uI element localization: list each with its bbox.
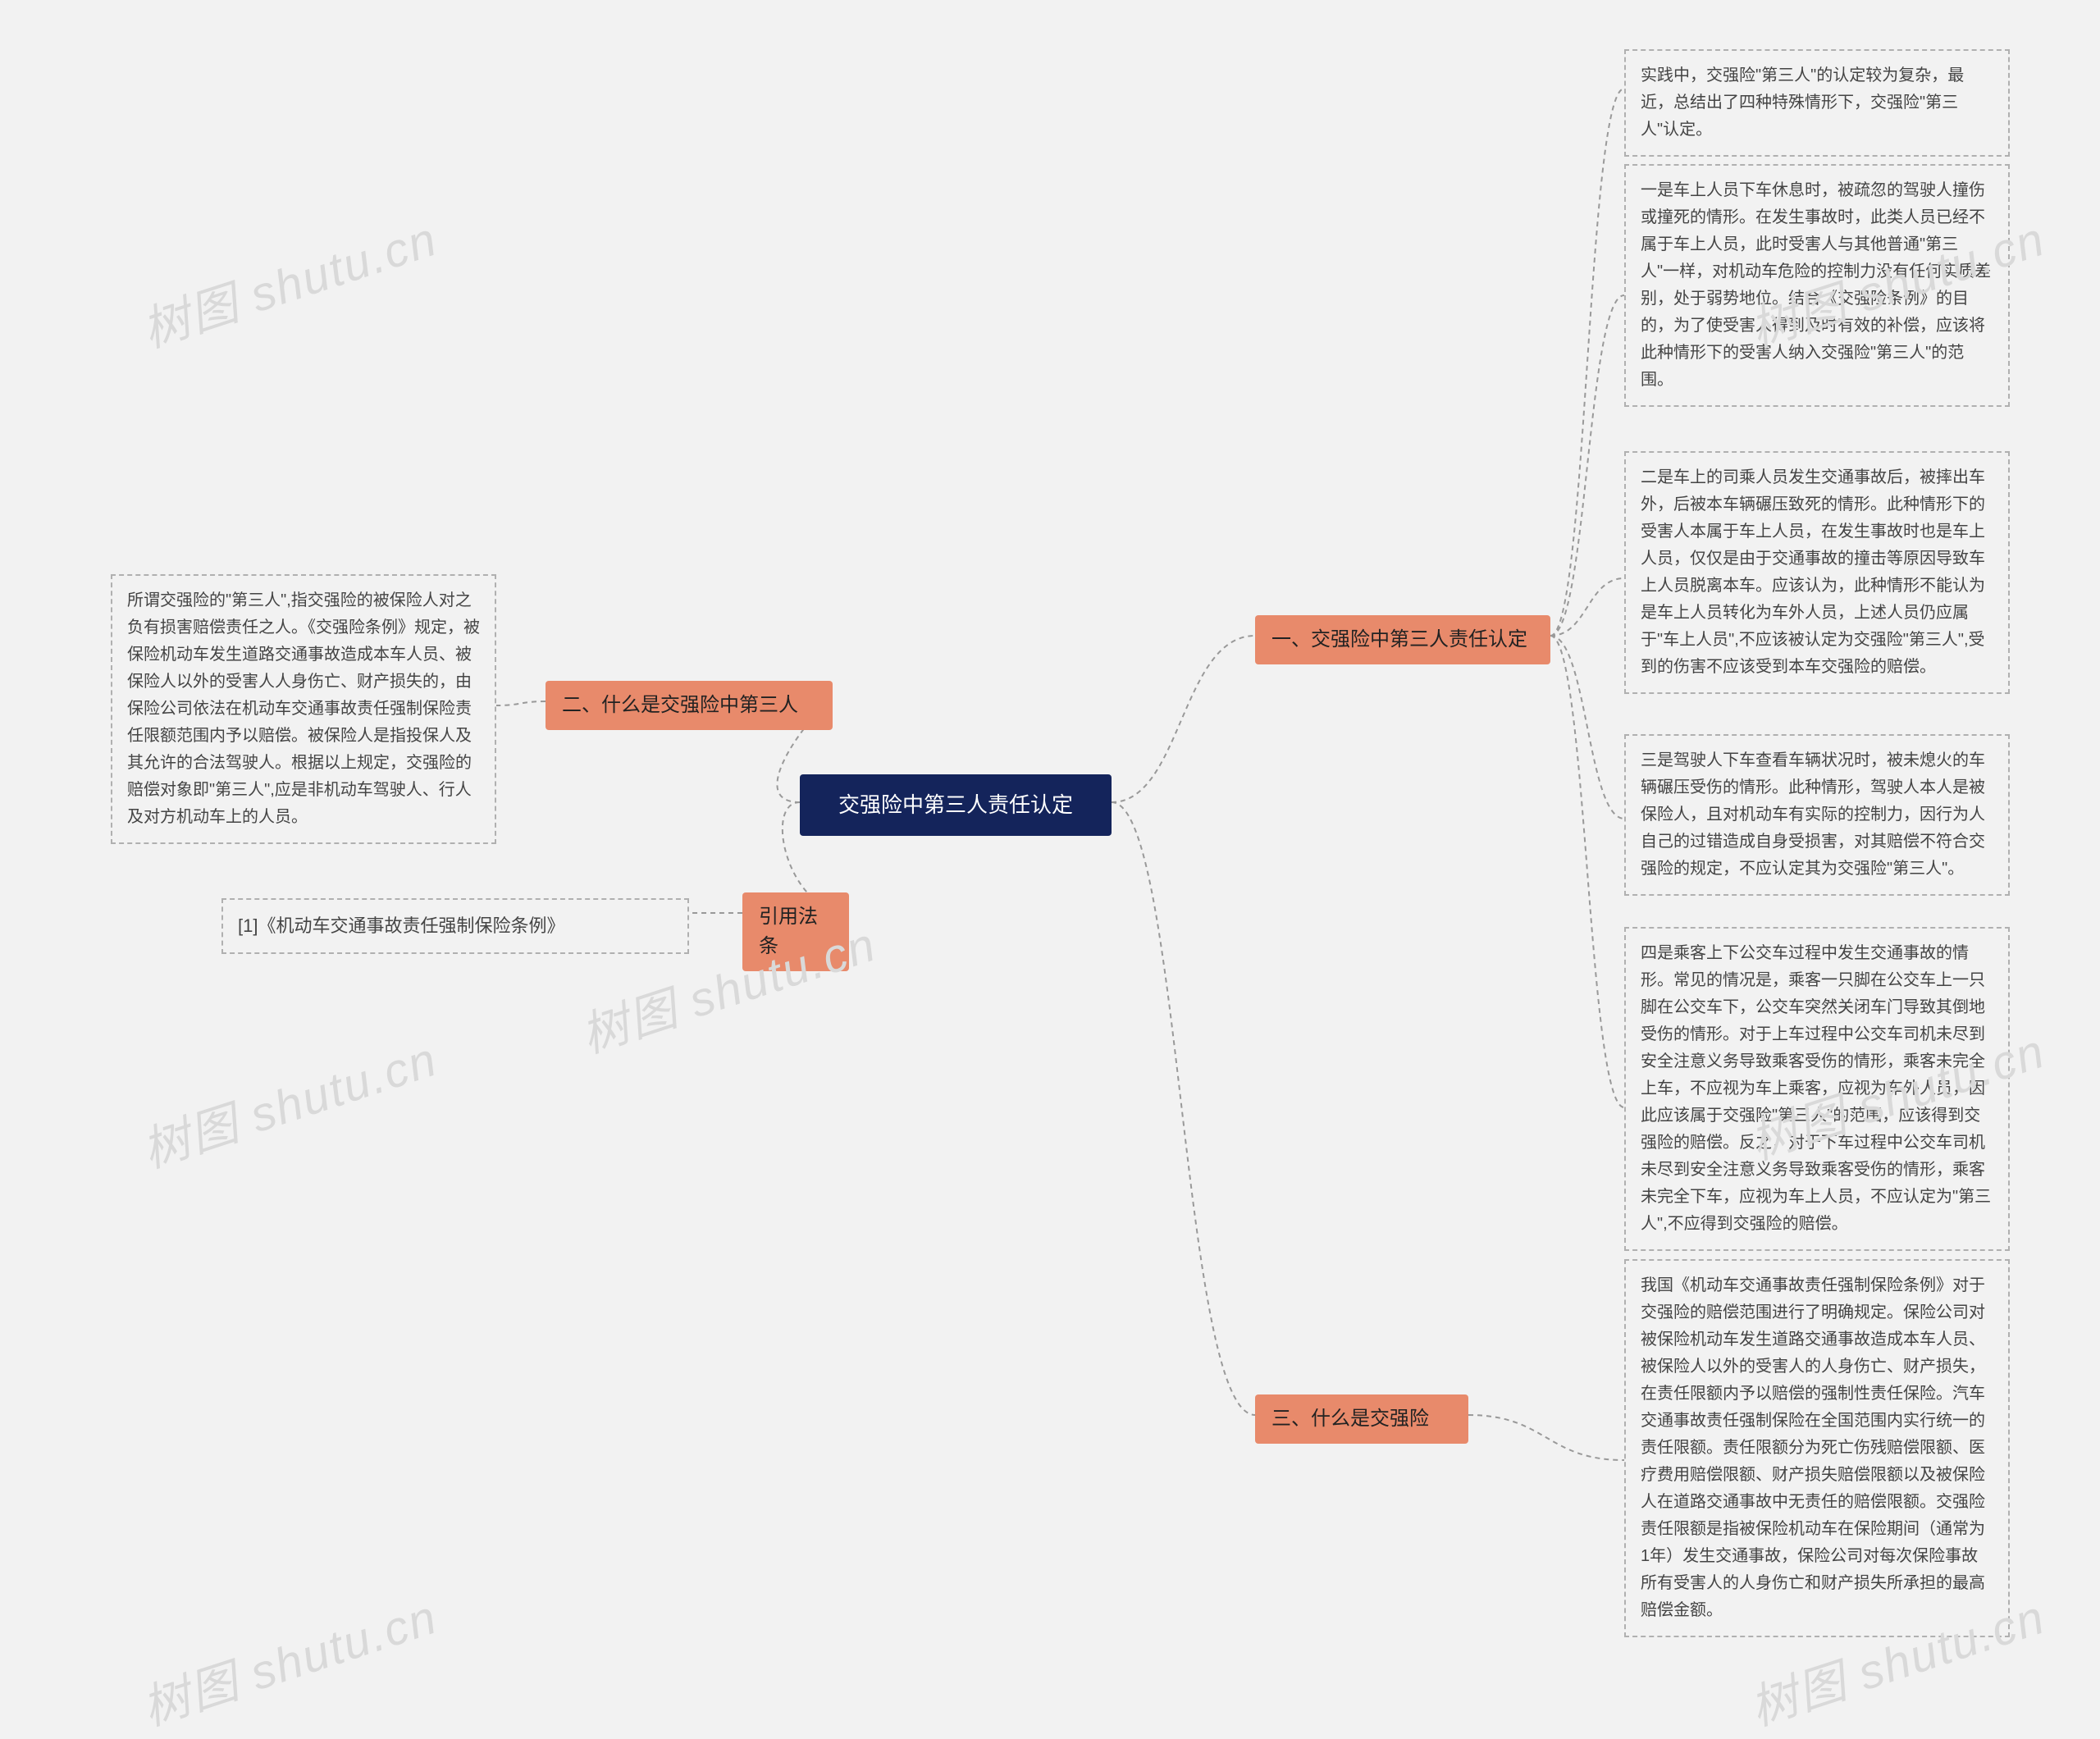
leaf-case4: 四是乘客上下公交车过程中发生交通事故的情形。常见的情况是，乘客一只脚在公交车上一…: [1624, 927, 2010, 1251]
watermark: 树图 shutu.cn: [132, 200, 445, 360]
leaf-b2: 所谓交强险的"第三人",指交强险的被保险人对之负有损害赔偿责任之人。《交强险条例…: [111, 574, 496, 844]
mindmap-canvas: 交强险中第三人责任认定 一、交强险中第三人责任认定 二、什么是交强险中第三人 三…: [0, 0, 2100, 1684]
leaf-b3: 我国《机动车交通事故责任强制保险条例》对于交强险的赔偿范围进行了明确规定。保险公…: [1624, 1259, 2010, 1637]
leaf-case1: 一是车上人员下车休息时，被疏忽的驾驶人撞伤或撞死的情形。在发生事故时，此类人员已…: [1624, 164, 2010, 407]
watermark: 树图 shutu.cn: [132, 1020, 445, 1180]
branch-3[interactable]: 三、什么是交强险: [1255, 1394, 1468, 1444]
branch-4[interactable]: 引用法条: [742, 892, 849, 971]
branch-2[interactable]: 二、什么是交强险中第三人: [546, 681, 833, 730]
watermark: 树图 shutu.cn: [132, 1578, 445, 1738]
leaf-b4: [1]《机动车交通事故责任强制保险条例》: [221, 898, 689, 954]
branch-1[interactable]: 一、交强险中第三人责任认定: [1255, 615, 1550, 664]
leaf-case2: 二是车上的司乘人员发生交通事故后，被摔出车外，后被本车辆碾压致死的情形。此种情形…: [1624, 451, 2010, 694]
leaf-intro: 实践中，交强险"第三人"的认定较为复杂，最近，总结出了四种特殊情形下，交强险"第…: [1624, 49, 2010, 157]
leaf-case3: 三是驾驶人下车查看车辆状况时，被未熄火的车辆碾压受伤的情形。此种情形，驾驶人本人…: [1624, 734, 2010, 896]
root-node[interactable]: 交强险中第三人责任认定: [800, 774, 1112, 836]
